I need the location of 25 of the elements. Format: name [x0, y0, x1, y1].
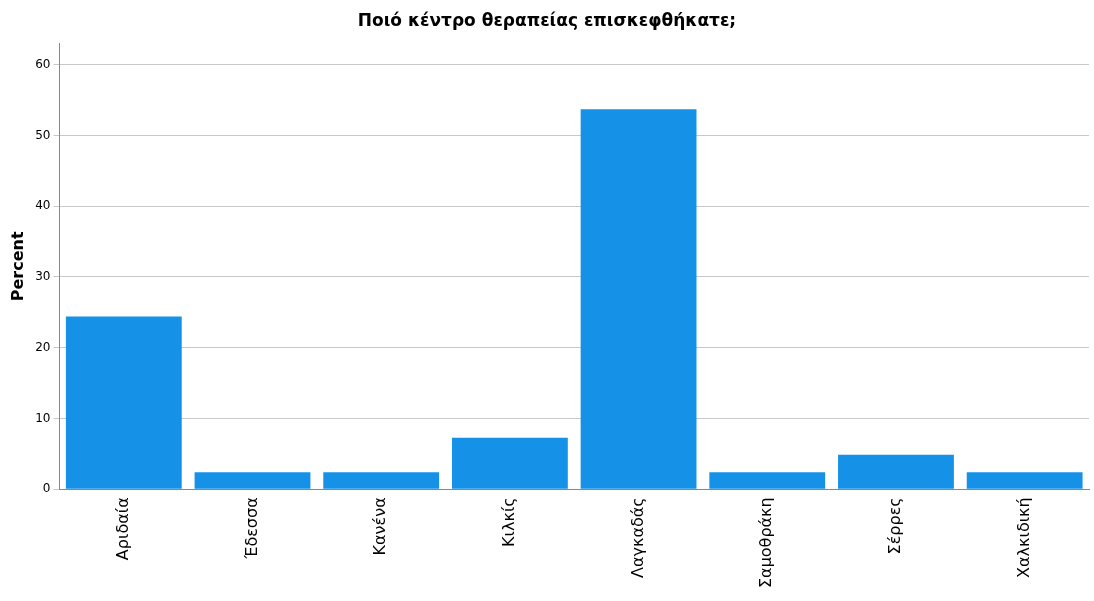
x-tick-label: Κιλκίς — [499, 497, 519, 547]
x-tick-label: Χαλκιδική — [1013, 497, 1033, 578]
x-tick-label: Σαμοθράκη — [756, 497, 776, 588]
y-tick-label: 30 — [35, 269, 51, 284]
x-tick-label: Έδεσσα — [241, 497, 261, 560]
y-tick-label: 40 — [35, 198, 51, 213]
bar — [323, 472, 440, 489]
bar — [194, 472, 311, 489]
x-tick-label: Κανένα — [370, 497, 390, 556]
chart-title: Ποιό κέντρο θεραπείας επισκεφθήκατε; — [357, 9, 737, 30]
y-tick-label: 50 — [35, 127, 51, 142]
y-tick-label: 60 — [35, 56, 51, 71]
y-axis-title: Percent — [7, 231, 27, 302]
bar — [966, 472, 1083, 489]
bar — [580, 109, 697, 489]
x-tick-label: Αριδαία — [112, 497, 132, 561]
bar — [65, 316, 182, 489]
y-tick-label: 20 — [35, 339, 51, 354]
bar — [709, 472, 826, 489]
y-tick-label: 0 — [42, 481, 51, 496]
y-tick-label: 10 — [35, 410, 51, 425]
x-tick-label: Σέρρες — [885, 497, 905, 555]
bar — [451, 437, 568, 489]
bar — [838, 454, 954, 489]
x-tick-label: Λαγκαδάς — [627, 497, 647, 578]
